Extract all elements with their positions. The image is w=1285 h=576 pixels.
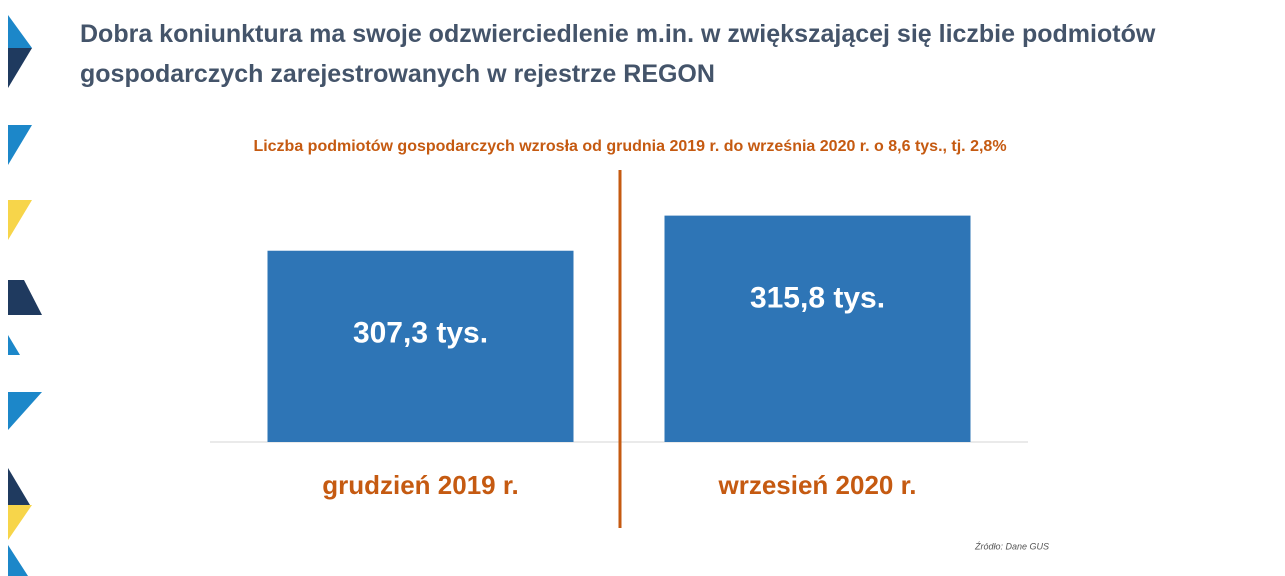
- decoration: [8, 15, 42, 576]
- source: Źródło: Dane GUS: [974, 541, 1049, 551]
- chart-subtitle: Liczba podmiotów gospodarczych wzrosła o…: [253, 138, 1006, 155]
- bar: [664, 215, 971, 442]
- x-tick-label: wrzesień 2020 r.: [717, 470, 916, 500]
- bar: [267, 250, 574, 442]
- x-tick-label: grudzień 2019 r.: [322, 470, 519, 500]
- value-label: 307,3 tys.: [353, 317, 488, 350]
- chart-title: Dobra koniunktura ma swoje odzwierciedle…: [80, 20, 1156, 88]
- value-label: 315,8 tys.: [750, 282, 885, 315]
